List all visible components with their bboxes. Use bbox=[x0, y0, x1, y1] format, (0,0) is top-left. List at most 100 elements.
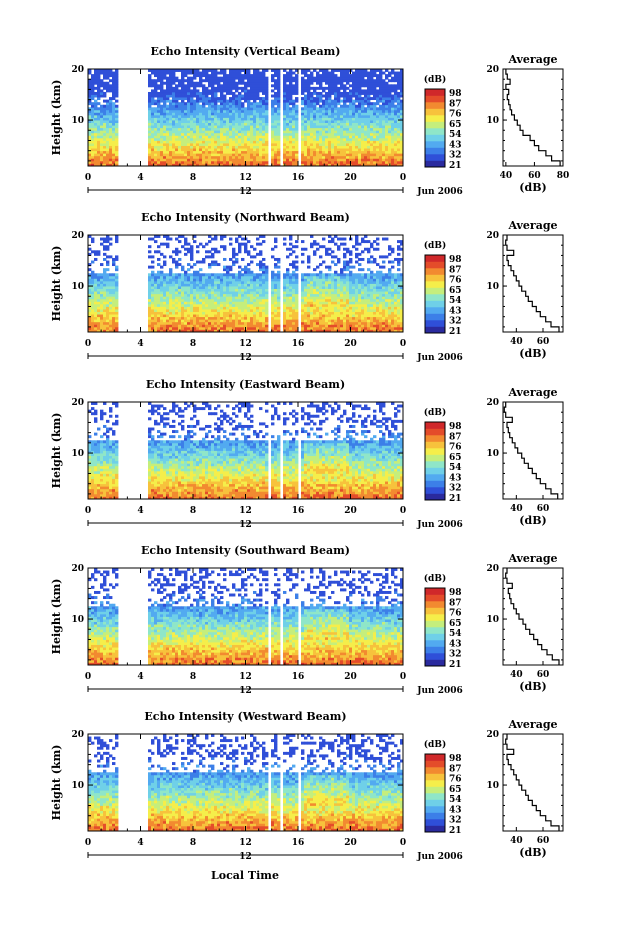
heatmap-cell bbox=[109, 74, 113, 78]
heatmap-cell bbox=[247, 132, 251, 136]
heatmap-cell bbox=[217, 280, 221, 284]
heatmap-cell bbox=[235, 86, 239, 90]
heatmap-cell bbox=[226, 268, 230, 272]
heatmap-cell bbox=[115, 255, 119, 259]
heatmap-cell bbox=[217, 298, 221, 302]
heatmap-cell bbox=[154, 163, 158, 167]
heatmap-cell bbox=[304, 127, 308, 131]
heatmap-cell bbox=[241, 293, 245, 297]
heatmap-cell bbox=[325, 114, 329, 118]
heatmap-cell bbox=[355, 132, 359, 136]
heatmap-cell bbox=[262, 293, 266, 297]
heatmap-cell bbox=[397, 97, 401, 101]
heatmap-cell bbox=[166, 145, 170, 149]
heatmap-cell bbox=[163, 107, 167, 111]
heatmap-cell bbox=[385, 158, 389, 162]
heatmap-cell bbox=[235, 125, 239, 129]
heatmap-cell bbox=[286, 311, 290, 315]
heatmap-cell bbox=[175, 288, 179, 292]
heatmap-cell bbox=[208, 140, 212, 144]
heatmap-cell bbox=[199, 94, 203, 98]
heatmap-cell bbox=[259, 130, 263, 134]
heatmap-cell bbox=[169, 158, 173, 162]
heatmap-cell bbox=[166, 97, 170, 101]
heatmap-cell bbox=[337, 112, 341, 116]
heatmap-cell bbox=[244, 107, 248, 111]
heatmap-cell bbox=[100, 114, 104, 118]
heatmap-cell bbox=[247, 84, 251, 88]
heatmap-cell bbox=[148, 275, 152, 279]
heatmap-cell bbox=[304, 84, 308, 88]
heatmap-cell bbox=[238, 278, 242, 282]
heatmap-cell bbox=[94, 132, 98, 136]
heatmap-cell bbox=[229, 314, 233, 318]
heatmap-cell bbox=[292, 275, 296, 279]
heatmap-cell bbox=[115, 127, 119, 131]
heatmap-cell bbox=[250, 81, 254, 85]
heatmap-cell bbox=[397, 76, 401, 80]
heatmap-cell bbox=[292, 158, 296, 162]
heatmap-cell bbox=[295, 283, 299, 287]
heatmap-cell bbox=[190, 329, 194, 333]
heatmap-cell bbox=[289, 130, 293, 134]
heatmap-cell bbox=[157, 135, 161, 139]
heatmap-cell bbox=[286, 309, 290, 312]
heatmap-cell bbox=[307, 155, 311, 159]
heatmap-cell bbox=[154, 120, 158, 123]
heatmap-cell bbox=[286, 122, 290, 126]
heatmap-cell bbox=[196, 132, 200, 136]
heatmap-cell bbox=[109, 293, 113, 297]
heatmap-cell bbox=[355, 137, 359, 141]
heatmap-cell bbox=[385, 102, 389, 106]
heatmap-cell bbox=[283, 114, 287, 118]
heatmap-cell bbox=[259, 324, 263, 328]
heatmap-cell bbox=[364, 81, 368, 85]
heatmap-cell bbox=[112, 319, 116, 323]
heatmap-cell bbox=[97, 150, 101, 154]
heatmap-cell bbox=[205, 255, 209, 259]
heatmap-cell bbox=[271, 316, 275, 320]
heatmap-cell bbox=[286, 132, 290, 136]
heatmap-cell bbox=[157, 321, 161, 325]
heatmap-cell bbox=[196, 140, 200, 144]
heatmap-cell bbox=[214, 81, 218, 85]
heatmap-cell bbox=[253, 91, 257, 95]
heatmap-cell bbox=[265, 120, 269, 123]
heatmap-cell bbox=[154, 86, 158, 90]
heatmap-cell bbox=[172, 76, 176, 80]
heatmap-cell bbox=[319, 79, 323, 83]
heatmap-cell bbox=[193, 319, 197, 323]
heatmap-cell bbox=[295, 319, 299, 323]
heatmap-cell bbox=[103, 158, 107, 162]
heatmap-cell bbox=[220, 286, 224, 289]
heatmap-cell bbox=[115, 71, 119, 75]
heatmap-cell bbox=[148, 301, 152, 305]
heatmap-cell bbox=[385, 127, 389, 131]
heatmap-cell bbox=[376, 140, 380, 144]
heatmap-cell bbox=[112, 280, 116, 284]
heatmap-cell bbox=[184, 319, 188, 323]
heatmap-cell bbox=[202, 114, 206, 118]
heatmap-cell bbox=[388, 155, 392, 159]
heatmap-cell bbox=[352, 74, 356, 78]
heatmap-cell bbox=[253, 280, 257, 284]
heatmap-cell bbox=[202, 140, 206, 144]
heatmap-cell bbox=[103, 296, 107, 300]
heatmap-cell bbox=[307, 112, 311, 116]
heatmap-cell bbox=[343, 125, 347, 129]
heatmap-cell bbox=[316, 127, 320, 131]
heatmap-cell bbox=[385, 109, 389, 113]
heatmap-cell bbox=[304, 148, 308, 152]
heatmap-cell bbox=[205, 143, 209, 146]
heatmap-cell bbox=[316, 91, 320, 95]
heatmap-cell bbox=[289, 155, 293, 159]
heatmap-cell bbox=[265, 102, 269, 106]
heatmap-cell bbox=[235, 155, 239, 159]
heatmap-cell bbox=[220, 316, 224, 320]
heatmap-cell bbox=[322, 114, 326, 118]
heatmap-cell bbox=[106, 145, 110, 149]
heatmap-cell bbox=[94, 158, 98, 162]
heatmap-cell bbox=[286, 112, 290, 116]
heatmap-cell bbox=[160, 112, 164, 116]
heatmap-cell bbox=[115, 265, 119, 269]
